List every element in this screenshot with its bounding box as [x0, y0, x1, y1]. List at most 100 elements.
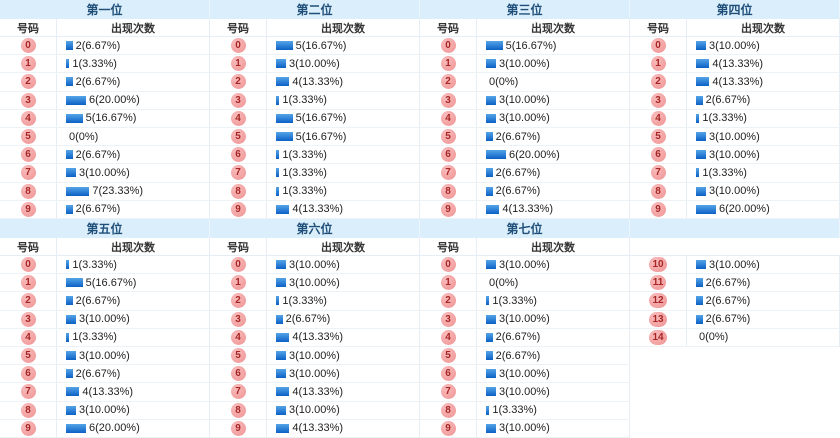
- freq-label: 4(13.33%): [82, 385, 134, 398]
- col-header-number: 号码: [0, 238, 57, 255]
- freq-bar: [696, 95, 703, 105]
- table-row: 9 3(10.00%): [420, 419, 630, 438]
- number-badge: 3: [440, 311, 456, 327]
- freq-label: 2(6.67%): [75, 148, 121, 161]
- number-cell: 0: [0, 37, 57, 55]
- freq-label: 0(0%): [489, 276, 519, 289]
- number-cell: 7: [210, 383, 267, 401]
- freq-bar: [276, 95, 280, 105]
- table-row: 2 0(0%): [420, 73, 630, 92]
- number-cell: 1: [420, 274, 477, 292]
- count-cell: 2(6.67%): [477, 128, 629, 145]
- freq-label: 3(10.00%): [709, 185, 760, 198]
- count-cell: 2(6.67%): [687, 311, 839, 328]
- freq-bar: [66, 113, 83, 123]
- freq-bar: [486, 132, 493, 142]
- number-badge: 8: [230, 183, 246, 199]
- freq-bar: [66, 278, 83, 288]
- number-badge: 3: [20, 92, 36, 108]
- count-cell: 3(10.00%): [477, 383, 629, 400]
- freq-label: 4(13.33%): [292, 422, 344, 435]
- freq-label: 3(10.00%): [289, 276, 340, 289]
- freq-label: 1(3.33%): [72, 258, 117, 271]
- freq-bar: [486, 150, 506, 160]
- freq-label: 5(16.67%): [295, 39, 347, 52]
- freq-label: 3(10.00%): [289, 57, 340, 70]
- freq-label: 2(6.67%): [285, 313, 331, 326]
- col-header-count: 出现次数: [741, 22, 785, 35]
- table-row: 0 3(10.00%): [210, 256, 420, 275]
- position-section: 第一位 号码 出现次数 0 2(6.67%) 1 1(3.33%) 2 2(6.67%) 3 6(2…: [0, 0, 210, 219]
- freq-label: 3(10.00%): [289, 349, 340, 362]
- position-section: 第三位 号码 出现次数 0 5(16.67%) 1 3(10.00%) 2 0(0%) 3 3(10…: [420, 0, 630, 219]
- col-header-number: 号码: [630, 19, 687, 36]
- number-badge: 1: [650, 56, 666, 72]
- number-cell: 11: [630, 274, 687, 292]
- count-cell: 2(6.67%): [687, 274, 839, 291]
- number-cell: 8: [630, 182, 687, 200]
- number-cell: 1: [0, 274, 57, 292]
- table-row: 4 5(16.67%): [0, 109, 210, 128]
- number-cell: 0: [420, 37, 477, 55]
- number-cell: 1: [420, 55, 477, 73]
- table-row: 7 2(6.67%): [420, 164, 630, 183]
- number-cell: 9: [0, 419, 57, 437]
- freq-label: 3(10.00%): [499, 258, 550, 271]
- table-row: 8 3(10.00%): [630, 182, 840, 201]
- freq-bar: [276, 204, 290, 214]
- count-cell: 3(10.00%): [267, 402, 419, 419]
- freq-bar: [696, 150, 706, 160]
- number-badge: 9: [20, 201, 36, 217]
- freq-label: 3(10.00%): [79, 404, 130, 417]
- table-row: 10 3(10.00%): [630, 256, 840, 275]
- number-cell: 9: [210, 200, 267, 218]
- table-row: 4 3(10.00%): [420, 109, 630, 128]
- number-badge: 1: [230, 56, 246, 72]
- position-section: 第六位 号码 出现次数 0 3(10.00%) 1 3(10.00%) 2 1(3.33%) 3 2…: [210, 219, 420, 438]
- number-cell: 13: [630, 310, 687, 328]
- freq-label: 4(13.33%): [502, 203, 554, 216]
- freq-bar: [276, 351, 286, 361]
- number-badge: 2: [20, 293, 36, 309]
- number-badge: 9: [650, 201, 666, 217]
- number-badge: 2: [440, 293, 456, 309]
- freq-bar: [486, 423, 496, 433]
- column-headers: 号码 出现次数: [630, 19, 840, 37]
- freq-label: 1(3.33%): [72, 331, 117, 344]
- number-cell: 14: [630, 328, 687, 346]
- number-badge: 9: [20, 420, 36, 436]
- freq-label: 1(3.33%): [282, 166, 327, 179]
- empty-area: [630, 347, 840, 438]
- number-badge: 1: [230, 275, 246, 291]
- freq-label: 1(3.33%): [702, 166, 747, 179]
- freq-label: 4(13.33%): [292, 385, 344, 398]
- freq-bar: [486, 296, 490, 306]
- freq-label: 3(10.00%): [79, 313, 130, 326]
- column-headers: 号码 出现次数: [0, 19, 210, 37]
- freq-bar: [276, 260, 286, 270]
- count-cell: 3(10.00%): [477, 311, 629, 328]
- number-cell: 5: [0, 346, 57, 365]
- count-cell: 3(10.00%): [267, 55, 419, 72]
- count-cell: 7(23.33%): [57, 183, 209, 200]
- freq-label: 3(10.00%): [289, 367, 340, 380]
- number-badge: 2: [230, 293, 246, 309]
- freq-bar: [66, 351, 76, 361]
- freq-bar: [486, 260, 496, 270]
- section-title: 第一位: [0, 0, 210, 19]
- table-row: 5 2(6.67%): [420, 127, 630, 147]
- number-badge: 12: [649, 293, 667, 309]
- freq-bar: [276, 168, 280, 178]
- freq-label: 1(3.33%): [492, 294, 537, 307]
- table-row: 9 6(20.00%): [630, 200, 840, 219]
- freq-bar: [66, 77, 73, 87]
- table-row: 0 5(16.67%): [420, 37, 630, 56]
- table-row: 5 3(10.00%): [210, 346, 420, 366]
- freq-label: 3(10.00%): [79, 349, 130, 362]
- number-cell: 6: [420, 146, 477, 164]
- number-cell: 8: [0, 401, 57, 419]
- number-cell: 12: [630, 292, 687, 310]
- count-cell: 4(13.33%): [687, 73, 839, 90]
- table-row: 6 6(20.00%): [420, 146, 630, 165]
- count-cell: 3(10.00%): [687, 256, 839, 273]
